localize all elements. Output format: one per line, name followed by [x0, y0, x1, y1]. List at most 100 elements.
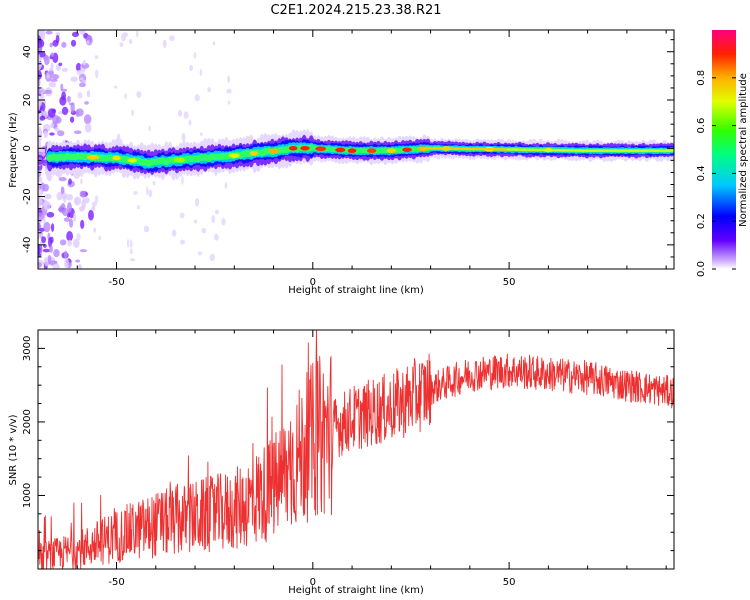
spectrogram-noise-cell: [38, 212, 45, 221]
spectrogram-noise-cell: [179, 212, 185, 219]
snr-y-tick-label: 2000: [22, 409, 33, 434]
spectrogram-y-tick-label: -40: [22, 237, 33, 253]
spectrogram-noise-cell: [42, 248, 51, 253]
spectrogram-hot-cell: [112, 155, 121, 161]
spectrogram-noise-cell: [58, 62, 63, 66]
spectrogram-core-cell: [573, 149, 579, 152]
spectrogram-noise-cell: [124, 93, 127, 99]
spectrogram-hot-cell: [315, 146, 327, 152]
spectrogram-noise-cell: [75, 108, 84, 117]
spectrogram-hot-cell: [173, 157, 186, 163]
spectrogram-noise-cell: [44, 193, 52, 200]
spectrogram-ticks: [38, 30, 674, 270]
spectrogram-core-cell: [467, 147, 473, 151]
spectrogram-core-cell: [667, 149, 673, 152]
spectrogram-core-cell: [545, 148, 551, 152]
spectrogram-noise-cell: [194, 94, 200, 102]
spectrogram-noise-cell: [207, 86, 211, 93]
spectrogram-core-cell: [651, 149, 657, 152]
spectrogram-noise-cell: [38, 151, 44, 156]
spectrogram-noise-cell: [48, 70, 55, 76]
spectrogram-noise-cell: [60, 88, 68, 92]
spectrogram-noise-cell: [78, 82, 86, 88]
spectrogram-core-cell: [596, 149, 603, 152]
spectrogram-core-cell: [541, 148, 548, 152]
spectrogram-noise-cell: [55, 116, 62, 124]
spectrogram-core-cell: [482, 147, 489, 151]
spectrogram-noise-cell: [38, 38, 42, 49]
spectrogram-noise-cell: [180, 239, 186, 245]
spectrogram-noise-cell: [50, 223, 55, 232]
spectrogram-noise-cell: [53, 249, 60, 258]
spectrogram-noise-cell: [38, 223, 42, 230]
spectrogram-noise-cell: [113, 85, 118, 89]
spectrogram-noise-cell: [152, 180, 156, 186]
spectrogram-panel: -50 0 50 -40 -20 0 20 40 Height of straight li…: [8, 29, 675, 296]
spectrogram-core-cell: [514, 148, 520, 151]
spectrogram-noise-cell: [71, 31, 80, 38]
spectrogram-noise-cell: [48, 81, 57, 88]
spectrogram-noise-cell: [195, 197, 200, 207]
colorbar-label: Normalized spectral amplitude: [738, 73, 749, 227]
spectrogram-core-cell: [663, 149, 669, 152]
spectrogram-noise-cell: [199, 69, 203, 77]
spectrogram-core-cell: [632, 149, 638, 152]
spectrogram-core-cell: [557, 149, 563, 152]
spectrogram-hot-cell: [402, 147, 412, 153]
spectrogram-hot-cell: [228, 153, 240, 158]
spectrogram-noise-cell: [193, 219, 198, 224]
spectrogram-noise-cell: [49, 245, 53, 253]
spectrogram-noise-cell: [79, 190, 86, 198]
spectrogram-core-cell: [592, 149, 599, 152]
spectrogram-noise-cell: [42, 183, 49, 192]
snr-y-axis-label: SNR (10 * v/v): [8, 414, 19, 485]
snr-x-tick-label: 0: [310, 577, 316, 588]
spectrogram-core-cell: [479, 147, 485, 151]
spectrogram-core-cell: [647, 149, 654, 152]
spectrogram-noise-cell: [43, 89, 52, 94]
spectrogram-noise-cell: [129, 239, 133, 248]
snr-x-axis-label: Height of straight line (km): [288, 585, 424, 596]
spectrogram-core-cell: [447, 147, 453, 150]
spectrogram-core-cell: [490, 148, 497, 151]
spectrogram-core-cell: [424, 147, 430, 150]
colorbar: 0.0 0.2 0.4 0.6 0.8 Normalized spectral ampl…: [696, 30, 749, 277]
spectrogram-core-cell: [620, 149, 626, 152]
spectrogram-hot-cell: [86, 154, 99, 160]
spectrogram-core-cell: [616, 149, 622, 152]
spectrogram-noise-cell: [64, 258, 69, 269]
spectrogram-noise-cell: [77, 92, 83, 99]
spectrogram-noise-cell: [61, 91, 66, 101]
spectrogram-core-cell: [549, 148, 555, 152]
spectrogram-core-cell: [486, 147, 493, 151]
snr-x-tick-labels: -50 0 50: [108, 577, 515, 588]
spectrogram-noise-cell: [67, 202, 72, 213]
spectrogram-noise-cell: [76, 69, 82, 76]
spectrogram-noise-cell: [38, 129, 41, 140]
colorbar-ticks: [712, 77, 736, 270]
spectrogram-core-cell: [608, 149, 614, 152]
colorbar-tick-label: 0.2: [696, 213, 707, 229]
colorbar-tick-label: 0.4: [696, 165, 707, 181]
spectrogram-core-cell: [553, 149, 559, 152]
spectrogram-noise-cell: [69, 116, 75, 123]
spectrogram-core-cell: [569, 149, 575, 152]
spectrogram-noise-cell: [188, 119, 192, 126]
spectrogram-noise-cell: [86, 90, 91, 98]
spectrogram-noise-cell: [46, 211, 55, 218]
spectrogram-x-tick-labels: -50 0 50: [108, 277, 515, 288]
spectrogram-noise-cell: [181, 176, 184, 185]
spectrogram-core-cell: [600, 149, 606, 152]
spectrogram-hot-cell: [288, 145, 298, 151]
spectrogram-y-tick-labels: -40 -20 0 20 40: [22, 45, 33, 253]
spectrogram-noise-cell: [38, 252, 42, 258]
spectrogram-core-cell: [530, 148, 536, 152]
spectrogram-noise-cell: [50, 52, 55, 57]
spectrogram-noise-cell: [136, 205, 140, 210]
spectrogram-noise-cell: [38, 70, 42, 80]
spectrogram-x-tick-label: -50: [108, 277, 124, 288]
figure-title: C2E1.2024.215.23.38.R21: [270, 3, 441, 18]
spectrogram-noise-cell: [128, 38, 133, 45]
spectrogram-core-cell: [537, 148, 544, 152]
spectrogram-core-cell: [624, 149, 630, 152]
